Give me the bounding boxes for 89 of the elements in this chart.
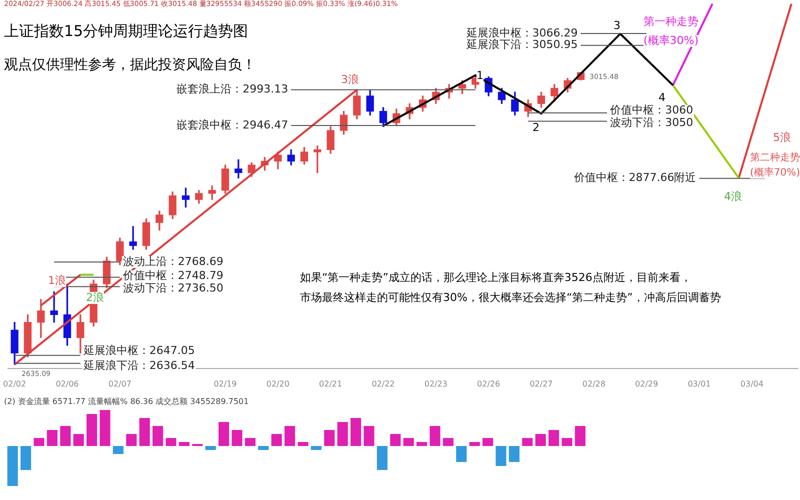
bar	[258, 446, 269, 450]
bar	[46, 430, 58, 446]
x-tick-label: 03/04	[740, 379, 764, 388]
annotation: 5浪	[773, 130, 791, 144]
annotation: 如果“第一种走势”成立的话，那么理论上涨目标将直奔3526点附近，目前来看，	[300, 271, 692, 284]
ref-line-label: 延展浪中枢：2647.05	[82, 344, 195, 358]
annotation: 1浪	[48, 274, 66, 288]
x-tick-label: 02/07	[108, 379, 132, 388]
ref-line-label: 波动上沿：2768.69	[122, 254, 224, 268]
bar	[496, 446, 506, 466]
bar	[20, 446, 32, 470]
x-tick-label: 02/20	[266, 379, 290, 388]
bar	[350, 418, 362, 446]
bar	[139, 418, 150, 446]
bar	[284, 426, 296, 446]
bar	[218, 422, 230, 446]
bar	[337, 422, 348, 446]
bar	[244, 438, 256, 446]
text: 上证指数15分钟周期理论运行趋势图	[4, 22, 248, 41]
bar	[205, 446, 216, 450]
bar	[430, 426, 440, 446]
bar	[416, 442, 428, 446]
x-tick-label: 02/06	[56, 379, 79, 388]
bar	[562, 438, 572, 446]
candlestick	[129, 226, 137, 250]
annotation: 市场最终这样走的可能性仅有30%，很大概率还会选择“第二种走势”，冲高后回调蓄势	[300, 291, 721, 304]
bar	[522, 438, 533, 446]
bar	[442, 438, 454, 446]
bar	[574, 426, 586, 446]
x-tick-label: 02/19	[214, 379, 237, 388]
x-tick-label: 02/27	[530, 379, 553, 388]
ref-line-label: 波动下沿：2736.50	[122, 282, 224, 295]
bar	[548, 430, 560, 446]
bar	[152, 426, 164, 446]
bar	[178, 442, 190, 446]
annotation: 4浪	[724, 190, 742, 204]
x-tick-label: 02/28	[582, 379, 606, 388]
bar	[271, 434, 282, 446]
bar	[166, 438, 176, 446]
ref-line-label: 延展浪中枢：3066.29	[465, 26, 578, 40]
text: 观点仅供理性参考，据此投资风险自负！	[4, 56, 256, 74]
bar	[232, 430, 242, 446]
x-tick-label: 02/26	[477, 379, 500, 388]
x-tick-label: 02/29	[635, 379, 658, 388]
bar	[508, 446, 520, 462]
bar	[7, 446, 18, 486]
annotation: 2	[532, 120, 540, 134]
x-tick-label: 02/02	[3, 379, 26, 388]
bar	[324, 430, 335, 446]
bar	[298, 442, 308, 446]
chart-title: (2) 资金流量 6571.77 流量幅幅% 86.36 成交总额 3455289.7501	[4, 396, 249, 407]
annotation: (概率30%)	[643, 34, 699, 48]
ref-line-label: 价值中枢：3060	[609, 104, 694, 117]
ref-line-label: 延展浪下沿：2636.54	[82, 359, 195, 372]
bar	[390, 434, 401, 446]
bar	[60, 426, 71, 446]
ref-line-label: 嵌套浪中枢：2946.47	[176, 118, 288, 132]
bar	[364, 426, 374, 446]
x-tick-label: 03/01	[688, 379, 711, 388]
annotation: 4	[658, 90, 666, 104]
x-tick-label: 02/22	[372, 379, 395, 388]
ref-line-label: 嵌套浪上沿：2993.13	[176, 82, 288, 96]
annotation: 3浪	[341, 72, 359, 86]
candlestick	[50, 291, 58, 323]
bar	[376, 446, 388, 470]
annotation: 第二种走势	[750, 152, 800, 164]
bar	[456, 446, 467, 462]
x-tick-label: 02/21	[319, 379, 342, 388]
bar	[73, 434, 84, 446]
annotation: 2浪	[86, 290, 104, 304]
bar	[482, 438, 494, 446]
bar	[403, 438, 414, 446]
candlestick	[208, 185, 216, 200]
bar	[112, 446, 124, 454]
bar	[86, 414, 98, 446]
x-tick-label: 02/23	[424, 379, 448, 388]
ref-line-label: 波动下沿：3050	[610, 116, 694, 130]
bar	[469, 442, 480, 446]
ref-line-label: 延展浪下沿：3050.95	[465, 38, 578, 52]
bar	[126, 434, 137, 446]
annotation: 第一种走势	[644, 14, 698, 28]
bar	[100, 410, 110, 446]
bar	[310, 446, 322, 450]
ref-line-label: 价值中枢：2748.79	[122, 269, 224, 282]
ref-line-label: 价值中枢：2877.66附近	[572, 171, 696, 184]
bar	[535, 434, 546, 446]
bar	[34, 438, 44, 446]
annotation: 3	[614, 18, 620, 32]
annotation: (概率70%)	[750, 168, 800, 178]
